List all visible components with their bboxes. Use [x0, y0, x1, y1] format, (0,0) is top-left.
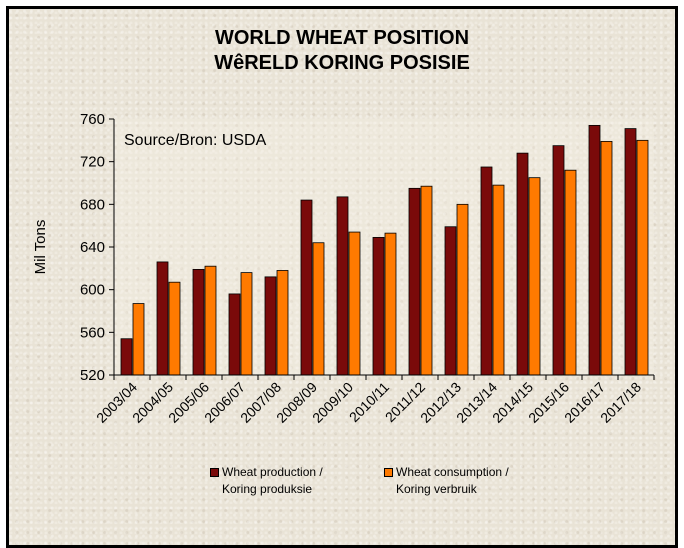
y-tick-label-0: 520: [80, 367, 105, 384]
source-annotation: Source/Bron: USDA: [124, 132, 267, 149]
bar-consumption-11: [528, 177, 541, 376]
bar-production-3: [228, 293, 241, 376]
bar-production-2: [192, 268, 205, 376]
bar-production-5: [300, 199, 313, 376]
legend-label-consumption-line1: Wheat consumption /: [396, 465, 509, 479]
bar-production-12: [552, 145, 565, 376]
bar-production-1: [156, 261, 169, 376]
legend-item-consumption: Wheat consumption / Koring verbruik: [384, 464, 509, 498]
bar-production-6: [336, 196, 349, 376]
bar-production-14: [624, 128, 637, 376]
bar-production-4: [264, 276, 277, 376]
x-tick-label-6: 2009/10: [309, 379, 356, 426]
bar-consumption-0: [132, 303, 145, 376]
y-tick-label-3: 640: [80, 239, 105, 256]
bar-production-7: [372, 236, 385, 376]
bar-consumption-5: [312, 242, 325, 376]
y-tick-label-5: 720: [80, 154, 105, 171]
y-tick-label-4: 680: [80, 196, 105, 213]
bar-production-8: [408, 187, 421, 376]
legend-swatch-consumption: [384, 468, 393, 477]
bar-consumption-3: [240, 272, 253, 376]
bar-consumption-7: [384, 232, 397, 376]
legend-label-consumption-line2: Koring verbruik: [396, 482, 477, 496]
bar-consumption-14: [636, 139, 649, 376]
legend-label-production-line1: Wheat production /: [222, 465, 323, 479]
x-tick-label-14: 2017/18: [597, 379, 644, 426]
bar-consumption-4: [276, 270, 289, 376]
chart-subtitle: WêRELD KORING POSISIE: [214, 52, 470, 74]
bar-consumption-12: [564, 169, 577, 376]
y-tick-label-2: 600: [80, 282, 105, 299]
bar-consumption-9: [456, 203, 469, 376]
legend-label-production-line2: Koring produksie: [222, 482, 313, 496]
bar-production-10: [480, 166, 493, 376]
y-axis-label: Mil Tons: [32, 220, 49, 275]
bar-consumption-10: [492, 184, 505, 376]
bar-production-13: [588, 125, 601, 376]
legend-swatch-production: [210, 468, 219, 477]
bar-consumption-1: [168, 281, 181, 376]
bar-production-0: [120, 338, 133, 376]
bar-production-11: [516, 152, 529, 376]
y-tick-label-1: 560: [80, 324, 105, 341]
legend-item-production: Wheat production / Koring produksie: [210, 464, 323, 498]
chart-title: WORLD WHEAT POSITION: [214, 27, 470, 49]
bar-production-9: [444, 226, 457, 376]
bar-consumption-8: [420, 185, 433, 376]
bar-consumption-6: [348, 231, 361, 376]
bar-consumption-2: [204, 265, 217, 376]
y-tick-label-6: 760: [80, 111, 105, 128]
bar-consumption-13: [600, 140, 613, 376]
